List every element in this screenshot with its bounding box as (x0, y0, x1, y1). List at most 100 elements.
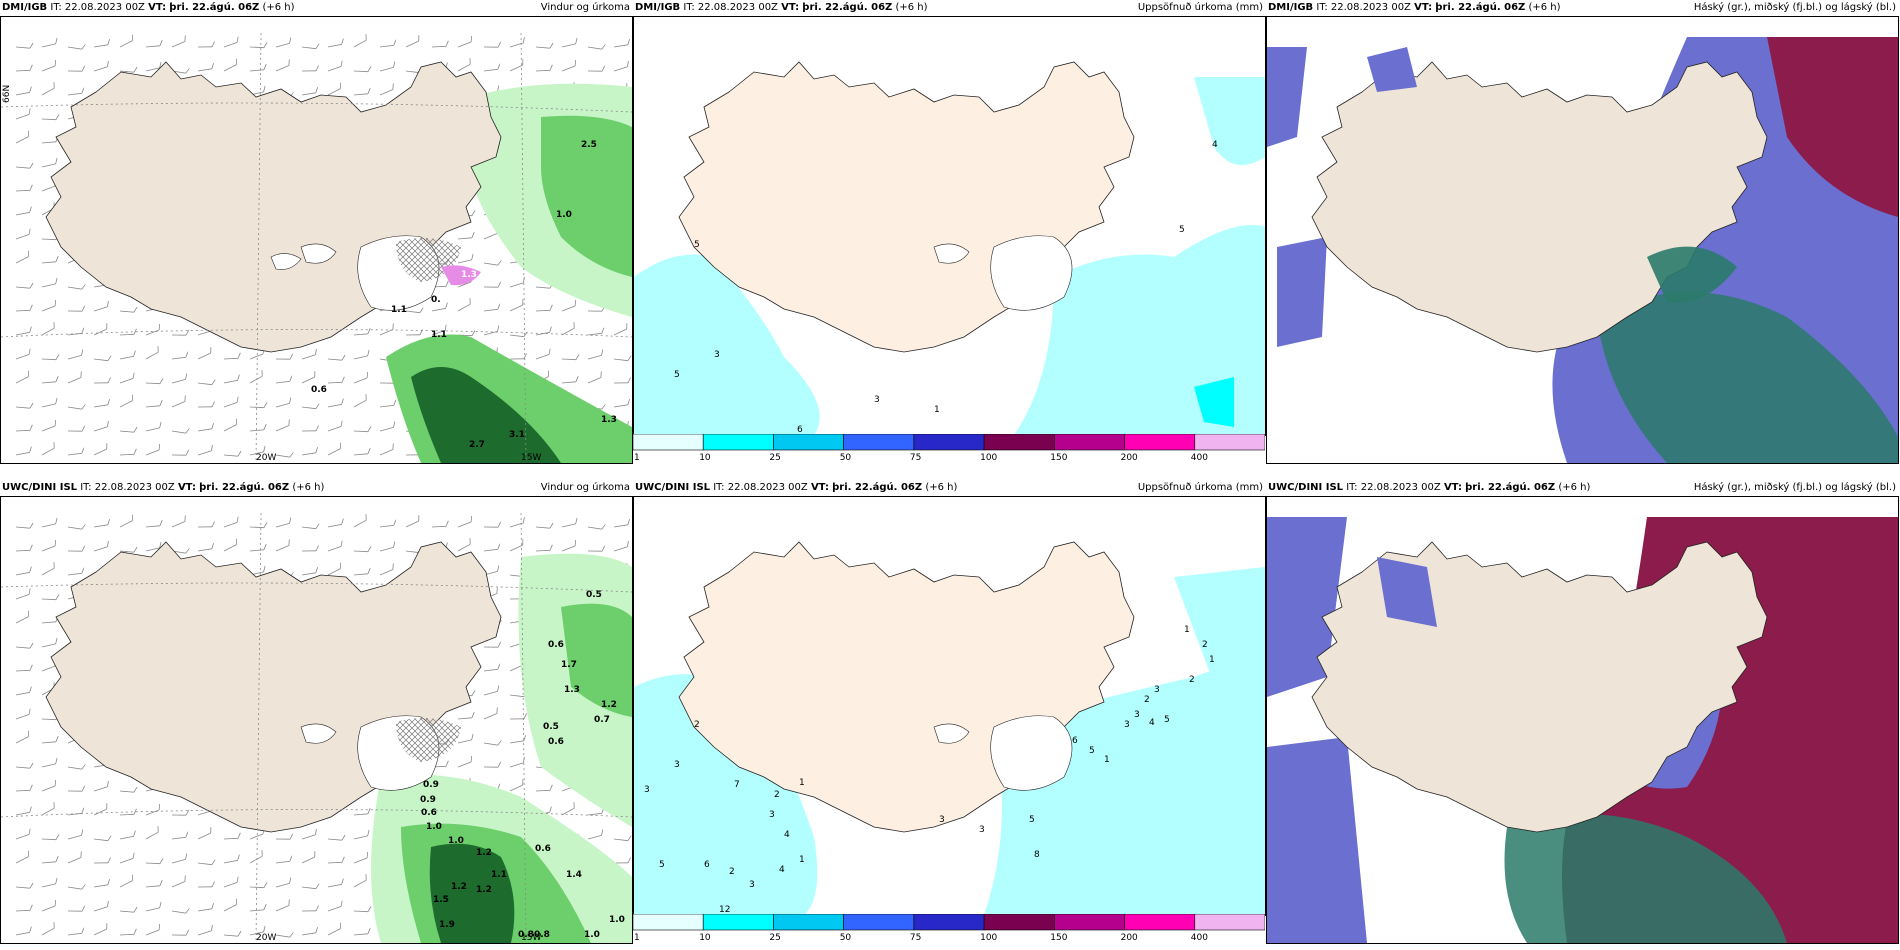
wind-barb (15, 526, 30, 529)
wind-barb (41, 763, 56, 768)
wind-barb-feather (29, 326, 32, 333)
wind-barb (93, 404, 108, 408)
wind-barb (301, 46, 316, 50)
wind-barb-feather (367, 426, 372, 432)
wind-barb (15, 234, 30, 240)
wind-barb-feather (601, 404, 606, 410)
wind-barb (457, 739, 472, 744)
wind-barb-feather (263, 882, 268, 888)
wind-barb (93, 328, 107, 336)
panel-clouds-dmi: DMI/IGB IT: 22.08.2023 00Z VT: þri. 22.á… (1266, 0, 1899, 464)
wind-barb-feather (29, 882, 34, 889)
wind-barb-feather (107, 835, 112, 841)
wind-barb (249, 406, 265, 409)
wind-barb-feather (185, 428, 190, 434)
precip-value: 5 (1179, 225, 1185, 235)
wind-barb-feather (627, 857, 631, 863)
wind-barb-feather (315, 403, 320, 409)
wind-barb (327, 66, 342, 72)
svg-text:3: 3 (979, 825, 985, 835)
wind-barb-feather (263, 445, 266, 452)
wind-barb (171, 910, 186, 914)
svg-text:3: 3 (769, 810, 775, 820)
rain-value: 1.1 (391, 305, 407, 315)
wind-barb (223, 402, 238, 408)
wind-barb-feather (237, 854, 240, 861)
wind-barb (223, 544, 237, 552)
svg-text:2: 2 (1202, 640, 1208, 650)
wind-barb-feather (497, 543, 501, 550)
wind-barb (41, 621, 56, 624)
lon-label-20w: 20W (256, 453, 276, 463)
precip-value: 4 (1212, 140, 1218, 150)
wind-barb-feather (574, 59, 577, 67)
wind-barb (119, 333, 135, 336)
wind-barb (15, 691, 30, 696)
wind-barb (353, 93, 368, 96)
wind-barb (457, 41, 472, 48)
rain-value: 1.0 (448, 836, 464, 846)
wind-barb (587, 812, 602, 816)
wind-barb-feather (289, 37, 292, 44)
wind-barb (405, 40, 419, 48)
wind-barb (535, 286, 550, 289)
wind-barb (67, 332, 82, 336)
svg-text:5: 5 (1029, 815, 1035, 825)
map-clouds[interactable] (1266, 16, 1899, 464)
wind-barb (223, 522, 238, 528)
high-cloud-area-west (1277, 237, 1327, 347)
wind-barb-feather (185, 449, 190, 456)
wind-barb (41, 883, 56, 888)
rain-value: 0.9 (423, 780, 439, 790)
wind-barb (145, 929, 160, 936)
wind-barb-feather (133, 306, 138, 313)
wind-barb (431, 330, 446, 336)
wind-barb (67, 835, 82, 840)
wind-barb-feather (185, 929, 190, 936)
wind-barb-feather (107, 540, 109, 547)
wind-barb (145, 525, 160, 528)
wind-barb-feather (341, 354, 346, 361)
wind-barb (223, 42, 238, 48)
svg-text:2: 2 (1189, 675, 1195, 685)
wind-barb-feather (367, 568, 371, 574)
map-wind-rain[interactable]: 66N 20W 15W 2.5 1.0 1.3 0. 1.1 1.1 0.6 3… (0, 16, 633, 464)
wind-barb (327, 906, 342, 912)
wind-barb (587, 377, 602, 384)
wind-barb-feather (133, 546, 138, 553)
wind-barb (327, 568, 341, 576)
rain-value: 1.3 (564, 685, 580, 695)
wind-barb-feather (236, 396, 239, 403)
wind-barb-feather (471, 253, 474, 260)
colorbar-tick-label: 100 (980, 453, 997, 462)
wind-barb (509, 304, 523, 312)
svg-text:2: 2 (694, 720, 700, 730)
wind-barb-feather (367, 328, 371, 334)
wind-barb-feather (627, 377, 631, 383)
lon-20w (255, 32, 262, 463)
map-accum-precip[interactable]: 4 5 6 5 3 5 3 1 (633, 16, 1266, 436)
wind-barb (41, 718, 57, 721)
wind-barb (353, 430, 369, 433)
map-accum-precip[interactable]: 1 2 1 2 3 2 3 3 4 5 6 5 1 7 12 3 2 6 2 3 (633, 496, 1266, 916)
map-clouds[interactable] (1266, 496, 1899, 944)
wind-barb (275, 934, 290, 938)
wind-barb (41, 838, 57, 841)
wind-barb (15, 406, 30, 409)
wind-barb-feather (263, 85, 266, 92)
map-wind-rain[interactable]: 20W 15W 0.5 0.6 1.2 0.7 0.5 0.6 1.7 1.3 … (0, 496, 633, 944)
wind-barb (41, 327, 55, 336)
wind-barb-feather (315, 65, 319, 71)
svg-text:1: 1 (1209, 655, 1215, 665)
rain-value: 1.0 (584, 930, 600, 940)
wind-barb (145, 382, 161, 385)
wind-barb-feather (133, 928, 137, 935)
wind-barb (561, 65, 576, 72)
wind-barb-feather (393, 61, 396, 68)
rain-value: 0.8 (518, 930, 534, 940)
wind-barb (561, 358, 577, 361)
wind-barb (275, 905, 290, 912)
wind-barb (119, 790, 134, 793)
wind-barb-feather (497, 521, 502, 528)
wind-barb-feather (29, 446, 32, 453)
